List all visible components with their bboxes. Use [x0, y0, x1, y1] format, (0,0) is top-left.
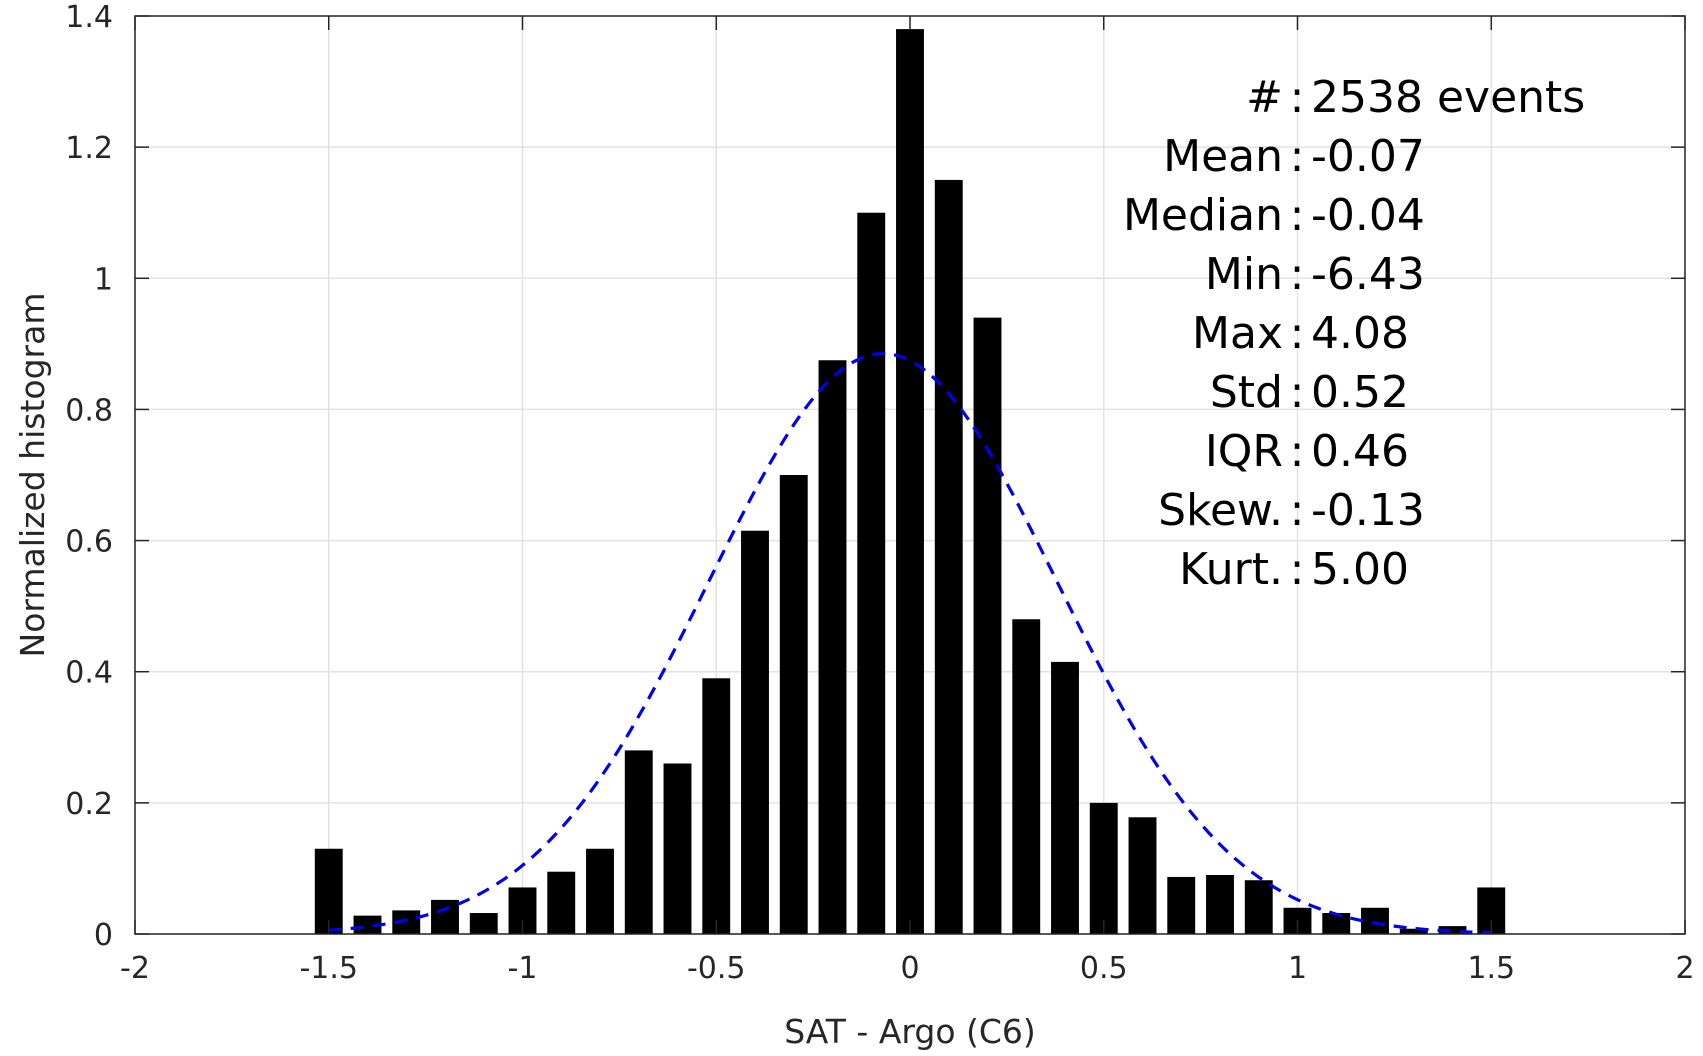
histogram-bar: [663, 763, 692, 934]
histogram-bar: [431, 899, 459, 934]
stat-row: #:2538 events: [1246, 72, 1585, 123]
fit-curve-group: [328, 352, 1492, 935]
histogram-bar: [1361, 907, 1389, 934]
stat-separator: :: [1290, 426, 1305, 477]
stat-label: #: [1246, 72, 1283, 123]
histogram-bar: [857, 212, 886, 934]
stat-row: IQR:0.46: [1205, 426, 1409, 477]
stat-value: 5.00: [1311, 544, 1409, 595]
histogram-bar: [1322, 913, 1351, 934]
histogram-bar: [934, 179, 963, 934]
y-tick-label: 0: [94, 918, 113, 953]
stat-label: Mean: [1163, 131, 1283, 182]
stat-separator: :: [1290, 544, 1305, 595]
x-tick-label: 0.5: [1080, 951, 1128, 986]
histogram-bar: [314, 848, 343, 934]
stat-separator: :: [1290, 190, 1305, 241]
stat-separator: :: [1290, 249, 1305, 300]
stat-value: 0.46: [1311, 426, 1409, 477]
stat-row: Std:0.52: [1210, 367, 1409, 418]
stat-value: 0.52: [1311, 367, 1409, 418]
histogram-bar: [547, 871, 576, 934]
stat-value: 4.08: [1311, 308, 1409, 359]
histogram-bar: [779, 475, 808, 934]
histogram-bar: [586, 848, 614, 934]
stat-label: Min: [1205, 249, 1283, 300]
y-tick-label: 1: [94, 262, 113, 297]
histogram-bar: [1012, 619, 1041, 934]
histogram-bar: [1438, 926, 1467, 934]
histogram-bar: [896, 29, 924, 935]
histogram-bar: [702, 678, 731, 934]
histogram-bar: [1051, 661, 1079, 934]
x-tick-label: 2: [1675, 951, 1694, 986]
histogram-bars: [314, 29, 1506, 935]
histogram-bar: [353, 915, 382, 934]
stat-label: Skew.: [1158, 485, 1283, 536]
plot-axes: [134, 15, 1686, 935]
x-tick-label: 0: [900, 951, 919, 986]
x-tick-label: -1: [508, 951, 538, 986]
x-tick-label: -2: [120, 951, 150, 986]
histogram-bar: [1128, 817, 1157, 934]
histogram-bar: [1167, 876, 1196, 934]
histogram-bar: [469, 913, 498, 934]
stat-separator: :: [1290, 485, 1305, 536]
stat-value: 2538 events: [1311, 72, 1585, 123]
y-tick-label: 0.2: [65, 787, 113, 822]
y-axis-title: Normalized histogram: [13, 293, 52, 658]
x-tick-label: 1.5: [1467, 951, 1515, 986]
stat-label: Std: [1210, 367, 1283, 418]
stat-label: Max: [1192, 308, 1283, 359]
tick-labels: -2 -1.5 -1 -0.5 0 0.5 1 1.5 2 0 0.2 0.4 0.6 0.8 1 1.2 1.…: [65, 0, 1694, 986]
stat-label: Kurt.: [1179, 544, 1283, 595]
x-tick-label: -1.5: [299, 951, 358, 986]
histogram-bar: [1244, 880, 1273, 934]
histogram-bar: [818, 360, 847, 934]
stat-row: Min: -6.43: [1205, 249, 1425, 300]
stat-value: -0.13: [1311, 485, 1425, 536]
histogram-bar: [741, 530, 769, 934]
y-tick-label: 1.4: [65, 0, 113, 35]
histogram-bar: [973, 317, 1002, 935]
x-tick-label: -0.5: [687, 951, 746, 986]
stat-separator: :: [1290, 367, 1305, 418]
stat-value: -0.07: [1311, 131, 1425, 182]
y-tick-label: 1.2: [65, 131, 113, 166]
stat-separator: :: [1290, 72, 1305, 123]
stat-value: -6.43: [1311, 249, 1425, 300]
histogram-bar: [1399, 928, 1428, 934]
x-tick-label: 1: [1288, 951, 1307, 986]
histogram-bar: [624, 750, 653, 934]
stat-row: Skew.: -0.13: [1158, 485, 1425, 536]
stat-row: Median: -0.04: [1123, 190, 1425, 241]
stat-row: Max:4.08: [1192, 308, 1409, 359]
y-tick-label: 0.4: [65, 656, 113, 691]
x-axis-title: SAT - Argo (C6): [784, 1012, 1036, 1051]
stat-value: -0.04: [1311, 190, 1425, 241]
histogram-bar: [1206, 874, 1234, 934]
y-tick-label: 0.8: [65, 393, 113, 428]
stat-label: Median: [1123, 190, 1283, 241]
stat-separator: :: [1290, 308, 1305, 359]
gaussian-fit-curve: [328, 352, 1492, 935]
histogram-bar: [1089, 802, 1118, 934]
y-tick-label: 0.6: [65, 525, 113, 560]
stat-row: Mean: -0.07: [1163, 131, 1425, 182]
stat-row: Kurt.:5.00: [1179, 544, 1409, 595]
stat-label: IQR: [1205, 426, 1283, 477]
histogram-bar: [392, 910, 421, 934]
stat-separator: :: [1290, 131, 1305, 182]
